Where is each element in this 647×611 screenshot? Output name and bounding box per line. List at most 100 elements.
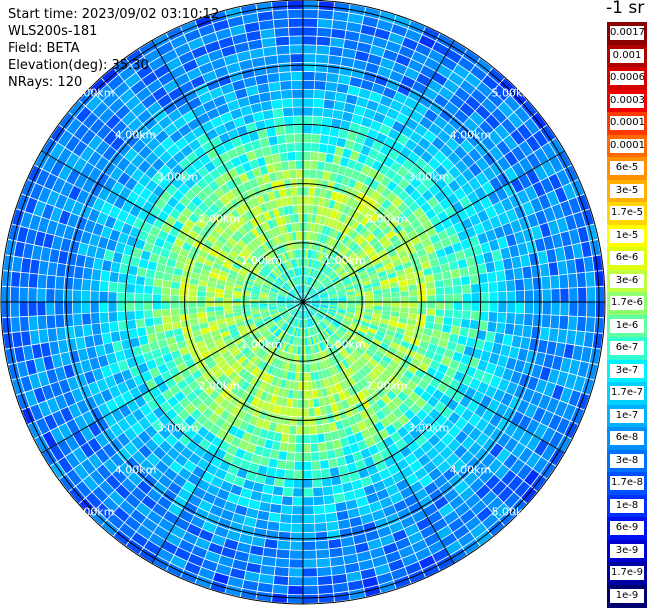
range-gate	[550, 276, 559, 289]
range-gate	[311, 443, 319, 452]
range-gate	[321, 469, 331, 478]
range-gate	[118, 312, 127, 322]
range-ring-label: 1.00km	[240, 254, 282, 267]
range-gate	[153, 294, 161, 301]
range-gate	[303, 488, 313, 496]
range-gate	[326, 513, 338, 522]
range-gate	[427, 288, 436, 295]
range-gate	[418, 289, 427, 296]
range-gate	[293, 205, 298, 213]
range-gate	[162, 309, 171, 316]
range-gate	[463, 293, 471, 301]
range-gate	[282, 425, 289, 434]
range-gate	[303, 196, 308, 204]
range-gate	[287, 143, 295, 152]
range-gate	[153, 302, 161, 309]
range-gate	[318, 576, 332, 585]
range-gate	[303, 1, 318, 9]
range-gate	[489, 312, 498, 322]
range-gate	[281, 90, 292, 99]
range-gate	[400, 291, 408, 297]
range-gate	[275, 567, 289, 576]
range-gate	[303, 533, 315, 541]
colorbar-tick-label: 1e-7	[610, 409, 644, 423]
range-gate	[303, 125, 312, 133]
range-gate	[290, 417, 297, 426]
range-gate	[303, 373, 307, 381]
range-ring-label: 5.00km	[492, 505, 534, 518]
range-gate	[303, 223, 307, 231]
range-gate	[274, 576, 288, 585]
range-gate	[587, 302, 595, 316]
range-gate	[497, 313, 506, 323]
range-ring-label: 3.00km	[408, 170, 450, 183]
range-gate	[188, 296, 196, 302]
range-gate	[111, 262, 121, 273]
range-gate	[288, 161, 295, 170]
range-ring-label: 2.00km	[198, 380, 240, 393]
range-gate	[418, 302, 426, 308]
range-gate	[281, 434, 289, 443]
range-gate	[452, 318, 461, 327]
range-gate	[454, 302, 462, 310]
colorbar-tick-label: 6e-7	[610, 341, 644, 355]
colorbar-tick-label: 1e-9	[610, 589, 644, 603]
range-gate	[20, 302, 28, 316]
range-gate	[118, 283, 127, 293]
range-gate	[480, 283, 489, 293]
range-gate	[144, 294, 152, 302]
range-gate	[303, 10, 317, 18]
range-gate	[577, 317, 586, 331]
range-gate	[100, 292, 108, 302]
range-gate	[46, 302, 54, 315]
range-gate	[162, 302, 170, 309]
range-gate	[472, 293, 480, 302]
range-gate	[293, 497, 303, 505]
colorbar-tick-label: 3e-8	[610, 454, 644, 468]
colorbar-cell: 3e-8	[607, 450, 647, 473]
range-gate	[325, 504, 336, 513]
range-gate	[109, 272, 118, 282]
range-gate	[128, 265, 137, 275]
range-gate	[409, 296, 417, 302]
range-gate	[289, 559, 302, 567]
range-gate	[409, 302, 417, 308]
range-gate	[595, 271, 604, 286]
range-gate	[543, 302, 551, 314]
range-gate	[109, 282, 118, 292]
range-gate	[171, 302, 179, 309]
range-gate	[472, 302, 480, 311]
range-gate	[73, 314, 82, 326]
range-gate	[577, 273, 586, 287]
range-gate	[314, 99, 324, 108]
range-gate	[303, 391, 308, 399]
range-gate	[290, 45, 303, 53]
range-gate	[543, 289, 551, 301]
range-gate	[392, 302, 400, 307]
range-gate	[313, 488, 323, 497]
range-gate	[297, 408, 303, 416]
range-gate	[92, 269, 101, 280]
range-gate	[312, 461, 321, 470]
range-gate	[82, 313, 91, 324]
range-gate	[507, 302, 515, 312]
range-gate	[309, 179, 316, 188]
range-gate	[435, 280, 444, 288]
range-gate	[383, 293, 391, 298]
range-gate	[291, 524, 302, 532]
range-gate	[314, 90, 325, 99]
range-gate	[292, 81, 303, 89]
colorbar-tick-label: 3e-9	[610, 544, 644, 558]
range-gate	[206, 297, 214, 302]
range-gate	[300, 241, 303, 249]
range-gate	[540, 327, 550, 340]
range-gate	[265, 539, 278, 549]
range-gate	[427, 302, 435, 309]
range-gate	[294, 382, 299, 390]
range-gate	[310, 170, 317, 179]
range-gate	[308, 399, 314, 407]
range-gate	[64, 314, 73, 326]
range-gate	[298, 391, 303, 399]
range-gate	[317, 37, 331, 46]
range-gate	[315, 72, 327, 81]
